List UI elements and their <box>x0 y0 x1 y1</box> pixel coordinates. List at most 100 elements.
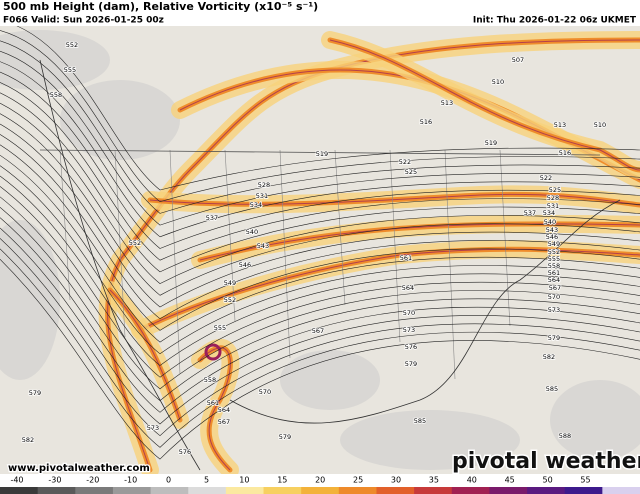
shading <box>0 30 110 90</box>
brand-logo: pivotal weather <box>452 449 640 474</box>
colorbar-segment <box>602 487 640 494</box>
border <box>59 149 71 301</box>
contour-label: 579 <box>548 334 560 342</box>
contour-label: 558 <box>548 262 560 270</box>
shading <box>60 80 180 160</box>
colorbar-label: 30 <box>391 476 401 485</box>
contour-label: 537 <box>206 214 218 222</box>
height-contour <box>0 227 640 425</box>
colorbar-segment <box>376 487 415 494</box>
colorbar-label: -40 <box>10 476 23 485</box>
height-contour <box>0 134 640 320</box>
height-contour <box>0 165 640 355</box>
vorticity-center <box>204 343 222 361</box>
colorbar-label: -20 <box>86 476 99 485</box>
contour-label: 573 <box>403 326 415 334</box>
colorbar-label: 15 <box>277 476 287 485</box>
height-contour <box>0 248 640 448</box>
colorbar-label: 10 <box>239 476 249 485</box>
contour-label: 510 <box>492 78 504 86</box>
height-contour <box>0 40 640 214</box>
contour-label: 519 <box>485 139 497 147</box>
contour-label: 513 <box>441 99 453 107</box>
vorticity-max <box>329 39 640 171</box>
contour-label: 507 <box>512 56 524 64</box>
colorbar-segment <box>414 487 453 494</box>
contour-label: 510 <box>594 121 606 129</box>
height-contour <box>0 30 640 203</box>
height-contour <box>0 154 640 343</box>
contour-label: 564 <box>548 276 560 284</box>
contour-label: 576 <box>405 343 417 351</box>
contour-label: 552 <box>548 248 560 256</box>
init-time: Init: Thu 2026-01-22 06z UKMET <box>473 16 637 26</box>
height-contour <box>0 19 640 191</box>
colorbar-segment <box>338 487 377 494</box>
border <box>389 149 401 343</box>
contour-label: 573 <box>548 306 560 314</box>
border <box>499 149 511 327</box>
colorbar-segment <box>451 487 490 494</box>
colorbar-segment <box>37 487 76 494</box>
height-contour <box>0 113 640 296</box>
contour-label: 585 <box>546 385 558 393</box>
shading <box>0 220 60 380</box>
contour-label: 582 <box>543 353 555 361</box>
height-contour <box>0 196 640 390</box>
website: www.pivotalweather.com <box>8 463 150 474</box>
contour-label: 567 <box>549 284 561 292</box>
colorbar-segment <box>75 487 114 494</box>
contour-label: 537 <box>524 209 536 217</box>
coastline <box>39 59 621 471</box>
contour-label: 546 <box>546 233 558 241</box>
title: 500 mb Height (dam), Relative Vorticity … <box>3 0 318 13</box>
valid-time: F066 Valid: Sun 2026-01-25 00z <box>3 16 164 26</box>
colorbar-segment <box>225 487 265 494</box>
contour-label: 513 <box>554 121 566 129</box>
colorbar-label: 25 <box>353 476 363 485</box>
contour-label: 579 <box>405 360 417 368</box>
contour-label: 528 <box>547 194 559 202</box>
colorbar-label: -10 <box>124 476 137 485</box>
contour-label: 561 <box>207 399 219 407</box>
contour-label: 558 <box>50 91 62 99</box>
contour-label: 582 <box>22 436 34 444</box>
colorbar-segment <box>150 487 189 494</box>
contour-label: 534 <box>543 209 555 217</box>
colorbar-segment <box>564 487 603 494</box>
header-bar <box>0 0 640 26</box>
contour-label: 549 <box>548 240 560 248</box>
contour-label: 516 <box>559 149 571 157</box>
border <box>279 149 291 359</box>
contour-label: 528 <box>258 181 270 189</box>
contour-label: 543 <box>257 242 269 250</box>
contour-label: 555 <box>548 255 560 263</box>
contour-label: 561 <box>548 269 560 277</box>
vorticity-max <box>139 248 640 331</box>
contour-label: 531 <box>547 202 559 210</box>
height-contour <box>0 71 640 249</box>
contour-label: 534 <box>250 201 262 209</box>
colorbar-label: 35 <box>429 476 439 485</box>
contour-label: 519 <box>316 150 328 158</box>
contour-label: 555 <box>214 324 226 332</box>
contour-label: 540 <box>246 228 258 236</box>
colorbar-label: 20 <box>315 476 325 485</box>
height-contour <box>0 175 640 366</box>
contour-label: 579 <box>279 433 291 441</box>
border <box>114 149 126 338</box>
colorbar-segment <box>263 487 302 494</box>
height-contour <box>0 206 640 401</box>
shading <box>550 380 640 460</box>
contour-label: 522 <box>540 174 552 182</box>
contour-label: 570 <box>403 309 415 317</box>
colorbar-label: 5 <box>204 476 209 485</box>
contour-label: 570 <box>548 293 560 301</box>
colorbar-label: 0 <box>166 476 171 485</box>
contour-label: 588 <box>559 432 571 440</box>
border <box>39 149 601 156</box>
contour-label: 564 <box>218 406 230 414</box>
contour-label: 531 <box>256 192 268 200</box>
colorbar-label: 50 <box>543 476 553 485</box>
